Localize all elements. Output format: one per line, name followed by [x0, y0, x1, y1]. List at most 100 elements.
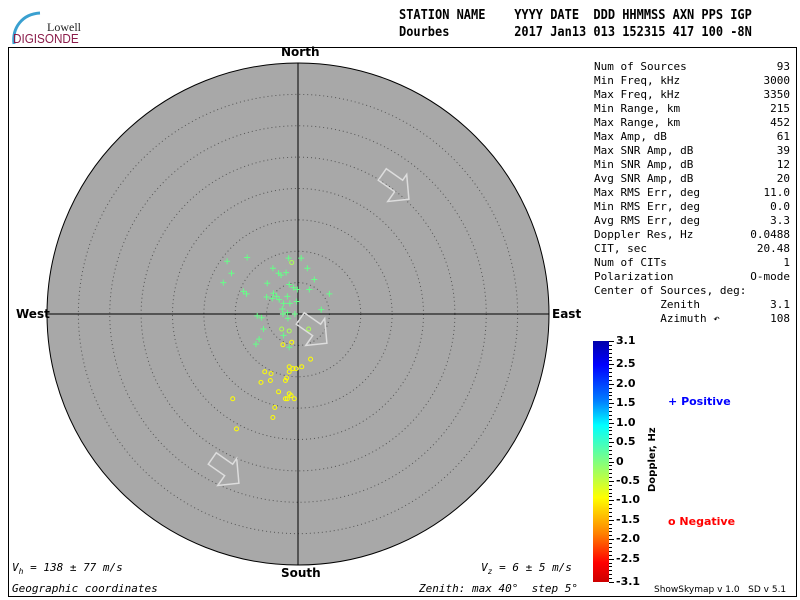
- stat-value: 3000: [763, 74, 791, 87]
- label-north: North: [281, 45, 320, 59]
- negative-source-point: [272, 404, 278, 410]
- stat-row: Max RMS Err, deg 11.0: [594, 186, 790, 200]
- positive-source-point: [294, 286, 301, 293]
- positive-source-point: [244, 254, 251, 261]
- colorbar-minor-tick: [609, 368, 612, 370]
- stat-value: 11.0: [763, 186, 791, 199]
- colorbar-minor-tick: [609, 465, 612, 467]
- colorbar-minor-tick: [609, 477, 612, 479]
- colorbar-minor-tick: [609, 442, 612, 444]
- stat-row: Min Range, km 215: [594, 102, 790, 116]
- stat-label: Max SNR Amp, dB: [594, 144, 694, 157]
- colorbar-minor-tick: [609, 453, 612, 455]
- positive-source-point: [306, 286, 313, 293]
- colorbar-minor-tick: [609, 496, 612, 498]
- plus-icon: +: [668, 395, 678, 408]
- stat-label: Zenith: [594, 298, 700, 311]
- stat-row: Max Freq, kHz 3350: [594, 88, 790, 102]
- positive-source-point: [269, 265, 276, 272]
- positive-source-point: [263, 294, 270, 301]
- colorbar-minor-tick: [609, 449, 612, 451]
- colorbar-minor-tick: [609, 473, 612, 475]
- logo-lowell: Lowell: [47, 20, 81, 34]
- negative-source-point: [286, 369, 292, 375]
- stat-row: Azimuth ↶ 108: [594, 312, 790, 326]
- stat-value: 1: [783, 256, 790, 269]
- colorbar-minor-tick: [609, 492, 612, 494]
- positive-source-point: [258, 314, 265, 321]
- stat-row: Num of Sources 93: [594, 60, 790, 74]
- stat-label: CIT, sec: [594, 242, 647, 255]
- vh-value: 138 ± 77 m/s: [43, 561, 123, 574]
- colorbar-minor-tick: [609, 383, 612, 385]
- positive-source-point: [240, 288, 247, 295]
- colorbar-tick-label: 1.5: [616, 396, 636, 410]
- negative-source-point: [258, 379, 264, 385]
- colorbar-minor-tick: [609, 410, 612, 412]
- colorbar-minor-tick: [609, 550, 612, 552]
- colorbar-minor-tick: [609, 582, 612, 583]
- plot-frame: [8, 47, 797, 597]
- stat-value: 3350: [763, 88, 791, 101]
- positive-source-point: [290, 284, 297, 291]
- colorbar-minor-tick: [609, 344, 612, 346]
- colorbar-minor-tick: [609, 488, 612, 490]
- colorbar-tick-label: -1.5: [616, 512, 641, 526]
- colorbar-minor-tick: [609, 531, 612, 533]
- colorbar-minor-tick: [609, 484, 612, 486]
- stat-row: Polarization O-mode: [594, 270, 790, 284]
- negative-source-point: [282, 378, 288, 384]
- colorbar-minor-tick: [609, 500, 612, 502]
- velocity-arrow-icon: [377, 167, 410, 203]
- positive-source-point: [252, 341, 259, 348]
- stat-value: 215: [770, 102, 790, 115]
- positive-source-point: [286, 300, 293, 307]
- colorbar-minor-tick: [609, 519, 612, 521]
- negative-source-point: [284, 396, 290, 402]
- stat-label: Max Freq, kHz: [594, 88, 681, 101]
- colorbar-minor-tick: [609, 395, 612, 397]
- stat-value: 3.3: [770, 214, 790, 227]
- colorbar-minor-tick: [609, 356, 612, 358]
- stat-label: Max Amp, dB: [594, 130, 667, 143]
- positive-source-point: [284, 309, 291, 316]
- negative-source-point: [270, 415, 276, 421]
- positive-source-point: [276, 296, 283, 303]
- colorbar-minor-tick: [609, 375, 612, 377]
- positive-source-point: [270, 290, 277, 297]
- colorbar-minor-tick: [609, 508, 612, 510]
- header-values: Dourbes 2017 Jan13 013 152315 417 100 -8…: [399, 25, 752, 40]
- stat-label: Min Freq, kHz: [594, 74, 681, 87]
- velocity-arrow-icon: [295, 311, 328, 347]
- legend-negative-label: Negative: [679, 515, 736, 528]
- stat-label: Min RMS Err, deg: [594, 200, 700, 213]
- version-label: ShowSkymap v 1.0 SD v 5.1: [654, 585, 787, 595]
- header-labels: STATION NAME YYYY DATE DDD HHMMSS AXN PP…: [399, 8, 752, 23]
- positive-source-point: [260, 326, 267, 333]
- colorbar-minor-tick: [609, 558, 612, 560]
- logo-swoosh-icon: [12, 11, 41, 45]
- negative-source-point: [279, 326, 285, 332]
- stat-value: 20: [776, 172, 790, 185]
- positive-source-point: [256, 336, 263, 343]
- negative-source-point: [282, 396, 288, 402]
- stat-label: Avg RMS Err, deg: [594, 214, 700, 227]
- stat-row: Min RMS Err, deg 0.0: [594, 200, 790, 214]
- colorbar-minor-tick: [609, 547, 612, 549]
- colorbar-tick-label: 3.1: [616, 334, 636, 347]
- positive-source-point: [224, 258, 231, 265]
- colorbar-tick-label: -2.0: [616, 532, 641, 546]
- stat-row: Max SNR Amp, dB 39: [594, 144, 790, 158]
- colorbar-minor-tick: [609, 527, 612, 529]
- colorbar-minor-tick: [609, 399, 612, 401]
- positive-source-point: [318, 306, 325, 313]
- coords-label: Geographic coordinates: [12, 582, 158, 595]
- colorbar-minor-tick: [609, 414, 612, 416]
- negative-source-point: [276, 389, 282, 395]
- legend-positive-label: Positive: [681, 395, 731, 408]
- stat-value: 61: [776, 130, 790, 143]
- negative-source-point: [234, 426, 240, 432]
- colorbar-minor-tick: [609, 422, 612, 424]
- colorbar-minor-tick: [609, 430, 612, 432]
